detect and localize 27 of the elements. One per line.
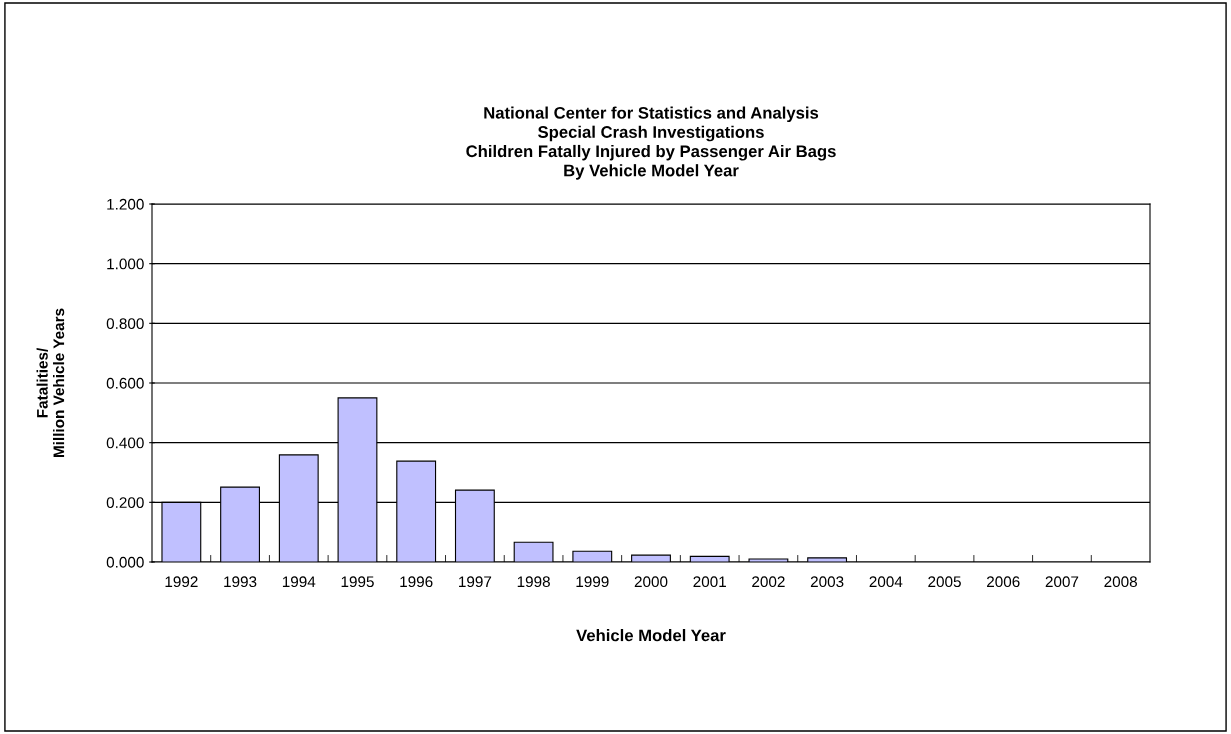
x-tick-label: 1998 (517, 576, 550, 588)
y-tick-label: 0.800 (106, 318, 144, 330)
y-tick-label: 0.200 (106, 497, 144, 509)
y-tick-label: 1.200 (107, 198, 144, 210)
x-tick-label: 2005 (928, 576, 961, 588)
y-axis-title: Fatalities/ Million Vehicle Years (36, 308, 65, 457)
y-tick-label: 0.400 (106, 437, 144, 449)
x-tick-label: 1999 (576, 576, 609, 588)
x-tick-label: 2001 (693, 576, 726, 588)
chart-title: National Center for Statistics and Analysis Special Crash Investigations Children Fatally Injured by Passenger Air Bags By Vehicle Model Year (466, 106, 836, 180)
x-tick-label: 2000 (634, 576, 668, 588)
x-tick-label: 1996 (400, 576, 433, 588)
x-tick-label: 1997 (459, 576, 492, 588)
x-tick-label: 1993 (224, 576, 257, 588)
x-tick-label: 2003 (810, 576, 844, 588)
y-tick-label: 1.000 (107, 258, 144, 270)
x-tick-label: 2007 (1045, 576, 1079, 588)
x-tick-label: 2006 (987, 576, 1020, 588)
x-axis-title: Vehicle Model Year (576, 629, 726, 642)
x-tick-label: 2004 (869, 576, 903, 588)
x-tick-label: 1994 (282, 576, 316, 588)
x-tick-label: 2002 (752, 576, 785, 588)
y-tick-label: 0.600 (106, 377, 144, 389)
y-tick-label: 0.000 (106, 556, 144, 568)
x-tick-label: 1992 (165, 576, 198, 588)
x-tick-label: 2008 (1104, 576, 1137, 588)
x-tick-label: 1995 (341, 576, 374, 588)
